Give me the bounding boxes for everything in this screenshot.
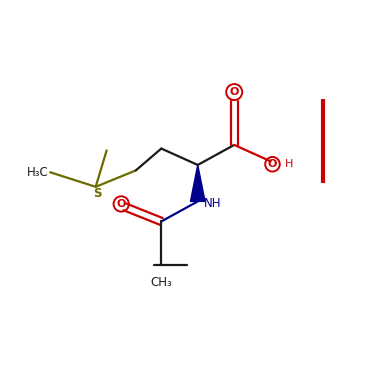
Text: H₃C: H₃C <box>27 166 48 179</box>
Text: H: H <box>285 159 293 169</box>
Text: O: O <box>229 87 239 97</box>
Polygon shape <box>191 165 205 201</box>
Text: O: O <box>268 159 277 169</box>
Text: CH₃: CH₃ <box>151 276 172 289</box>
Text: NH: NH <box>204 197 222 210</box>
Text: O: O <box>117 199 126 209</box>
Text: S: S <box>93 187 102 200</box>
